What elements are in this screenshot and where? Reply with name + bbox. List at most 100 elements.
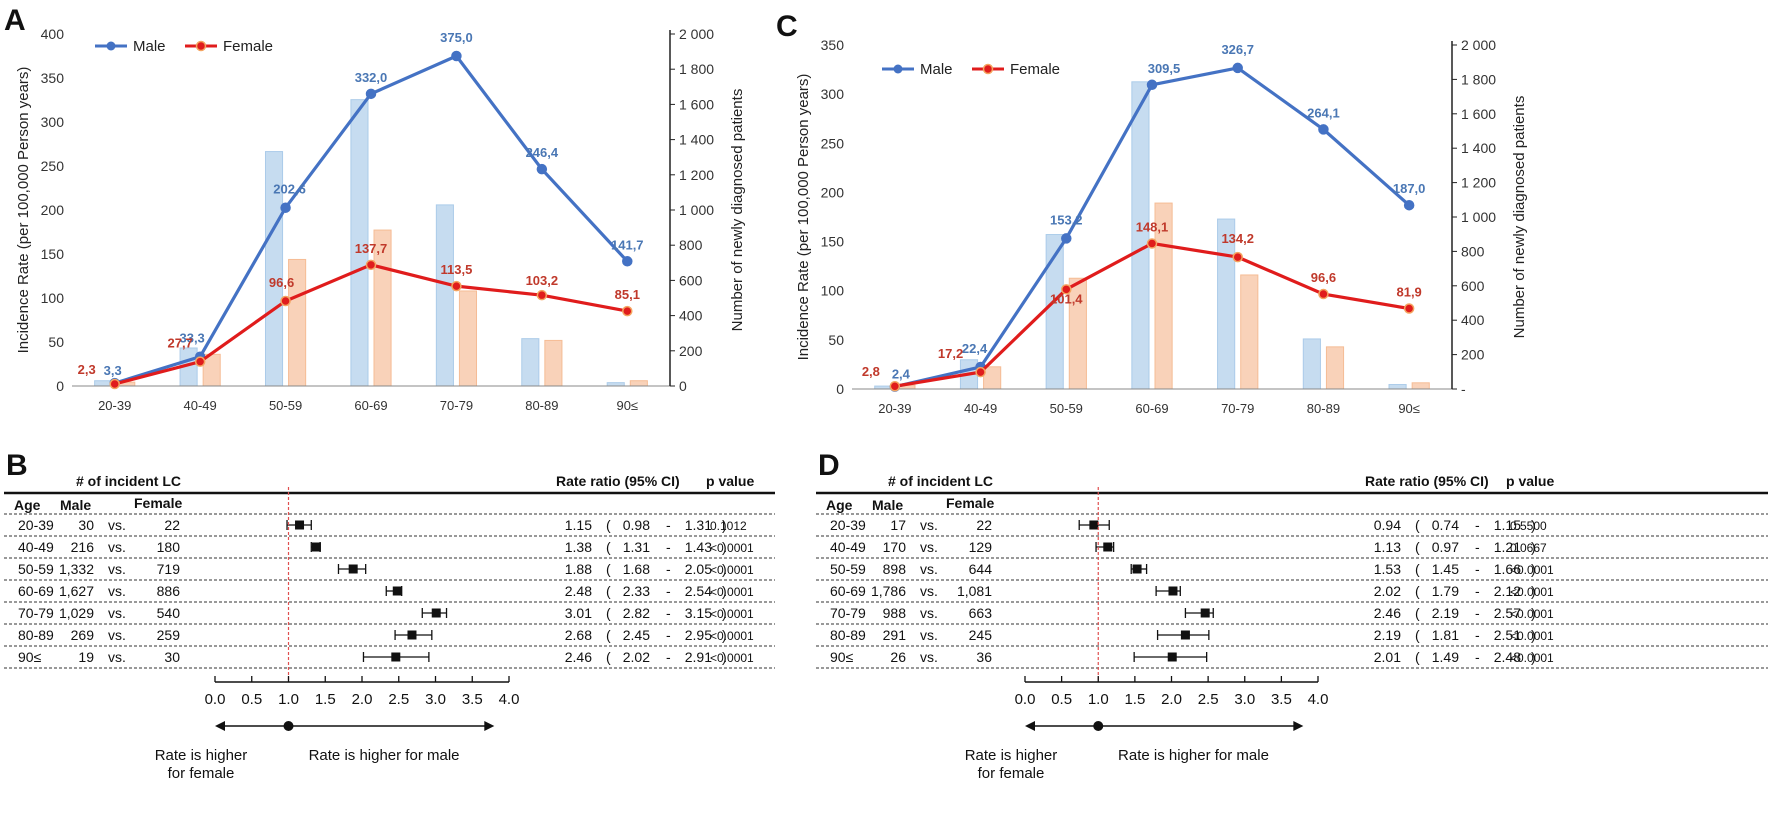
row-dash: - [1475,517,1480,533]
bar-female [1411,382,1430,390]
point-female [975,366,986,378]
forest-x-tick-label: 2.5 [1198,691,1219,708]
row-rr: 1.38 [565,539,592,555]
data-label-female: 81,9 [1396,285,1421,300]
row-paren-close: ) [1531,605,1536,621]
y-tick-label: 300 [41,114,65,130]
row-male-count: 30 [78,517,94,533]
rr-point [1132,564,1142,574]
point-female [1318,288,1329,300]
row-age: 80-89 [18,627,54,643]
row-ci-low: 2.33 [623,583,650,599]
y-tick-label: 0 [56,378,64,394]
point-male [622,256,633,267]
row-p-value: 0.1012 [710,519,747,533]
bar-female [1240,274,1259,390]
forest-x-tick-label: 2.0 [1161,691,1182,708]
point-male [1232,62,1243,74]
y-tick-label: 100 [41,290,65,306]
row-male-count: 1,627 [59,583,94,599]
panel-d-forest-table: D # of incident LC Rate ratio (95% CI) p va… [816,449,1768,782]
row-age: 70-79 [830,605,866,621]
y2-tick-label: 1 200 [679,167,714,183]
row-vs: vs. [108,561,126,577]
y2-tick-label: 1 200 [1461,175,1496,191]
row-paren-open: ( [606,561,611,577]
forest-x-tick-label: 1.0 [1088,691,1109,708]
data-label-male: 202,6 [273,182,306,197]
panel-a-chart: A 0 50 100 150 200 250 300 350 400 0 200 400 600 800 1 … [4,4,746,413]
point-female [1232,251,1243,263]
data-label-male: 33,3 [179,331,204,346]
row-rr: 1.88 [565,561,592,577]
x-tick-label: 50-59 [269,398,302,413]
row-male-count: 19 [78,649,94,665]
row-paren-close: ) [1531,539,1536,555]
data-label-female: 96,6 [269,275,294,290]
forest-x-tick-label: 2.0 [352,691,373,708]
row-dash: - [1475,605,1480,621]
row-paren-open: ( [606,605,611,621]
legend-label-male: Male [133,38,166,55]
row-female-count: 22 [976,517,992,533]
y-tick-label: 350 [41,70,65,86]
y2-tick-label: 600 [679,272,703,288]
row-ci-high: 2.48 [1494,649,1521,665]
row-dash: - [666,517,671,533]
y2-tick-label: 400 [679,308,703,324]
row-ci-high: 2.57 [1494,605,1521,621]
point-female [622,305,633,317]
row-p-value: <0.0001 [710,541,754,555]
forest-x-tick-label: 1.0 [278,691,299,708]
rr-point [391,652,401,662]
label-higher-female-line1: Rate is higher [155,747,248,764]
rr-point [1103,542,1113,552]
y2-tick-label: 600 [1461,278,1485,294]
row-male-count: 1,332 [59,561,94,577]
rr-point [311,542,321,552]
row-dash: - [1475,583,1480,599]
legend-marker-female [982,63,994,75]
y-tick-label: 50 [48,334,64,350]
data-label-female: 2,8 [862,364,880,379]
row-paren-open: ( [606,649,611,665]
col-male: Male [872,497,903,513]
arrow-head-left [215,721,225,731]
panel-b-forest-table: B # of incident LC Rate ratio (95% CI) p va… [4,449,775,782]
row-male-count: 26 [890,649,906,665]
row-ci-high: 1.31 [685,517,712,533]
forest-x-tick-label: 1.5 [1124,691,1145,708]
row-ci-low: 1.81 [1432,627,1459,643]
row-dash: - [666,539,671,555]
row-p-value: 0.5500 [1510,519,1547,533]
y-tick-label: 150 [41,246,65,262]
bar-male [521,338,540,387]
x-tick-label: 90≤ [616,398,638,413]
y2-tick-label: 1 600 [679,96,714,112]
y2-tick-label: 1 800 [679,61,714,77]
row-paren-close: ) [1531,561,1536,577]
data-label-female: 17,2 [938,346,963,361]
point-female [365,259,377,271]
forest-x-tick-label: 3.5 [1271,691,1292,708]
point-male [451,50,462,62]
bar-male [435,204,454,387]
data-label-female: 113,5 [441,262,473,277]
row-ci-low: 1.45 [1432,561,1459,577]
legend-label-male: Male [920,61,953,78]
x-tick-label: 80-89 [1307,401,1340,416]
data-label-male: 153,2 [1050,212,1083,227]
row-ci-high: 1.21 [1494,539,1521,555]
forest-x-tick-label: 3.5 [462,691,483,708]
row-vs: vs. [920,605,938,621]
bar-female [983,366,1002,390]
point-female [1061,284,1072,295]
data-label-male: 141,7 [611,237,644,252]
row-paren-close: ) [722,627,727,643]
row-ci-low: 2.45 [623,627,650,643]
row-vs: vs. [920,627,938,643]
forest-x-tick-label: 0.0 [1015,691,1036,708]
row-paren-open: ( [1415,539,1420,555]
y2-tick-label: 800 [1461,243,1485,259]
x-tick-label: 40-49 [184,398,217,413]
